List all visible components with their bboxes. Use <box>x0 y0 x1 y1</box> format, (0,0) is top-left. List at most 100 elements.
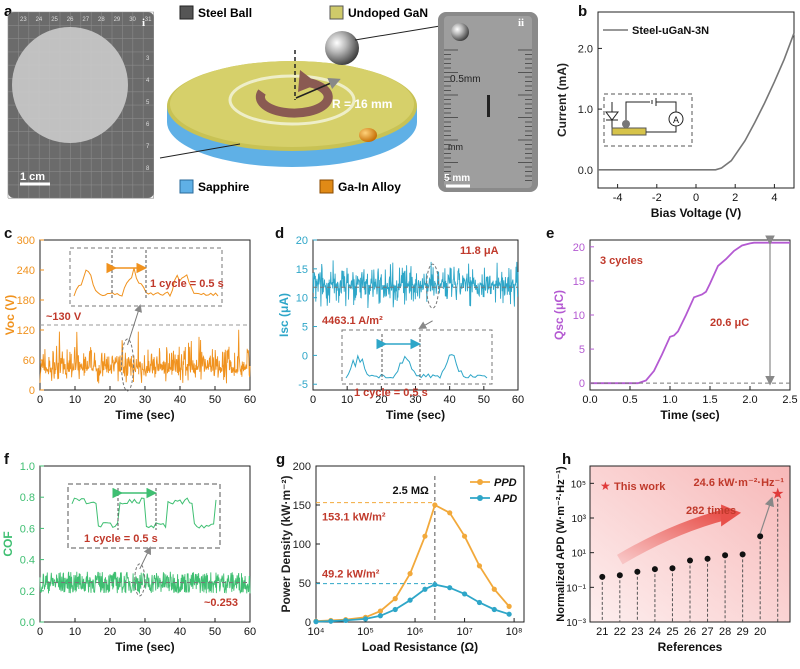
x-tick-label: 29 <box>737 626 749 638</box>
data-point <box>506 611 512 617</box>
ruler-number: 30 <box>129 17 136 23</box>
panel-a: a i 23 24 25 26 27 28 29 30 31 3 4 5 6 7 8 1 cm Steel… <box>4 3 538 199</box>
x-axis-label: Load Resistance (Ω) <box>362 640 478 654</box>
ammeter-symbol: A <box>673 115 679 125</box>
y-tick-label: 50 <box>299 578 311 590</box>
y-tick-label: 200 <box>293 461 311 473</box>
reference-point <box>722 552 729 559</box>
y-tick-label: 1.0 <box>578 104 593 116</box>
data-point <box>432 502 438 508</box>
diode-icon <box>605 102 619 128</box>
y-tick-label: 0.0 <box>20 617 35 629</box>
x-axis-label: Time (sec) <box>115 408 174 422</box>
ruler-number: 29 <box>114 17 121 23</box>
panel-letter-h: h <box>562 451 571 468</box>
zoom-ellipse <box>134 563 146 597</box>
zoom-ellipse <box>426 263 440 309</box>
inset-text: 1 cycle = 0.5 s <box>354 387 428 399</box>
data-point <box>506 603 512 610</box>
x-tick-label: 10⁶ <box>407 626 424 638</box>
panel-letter-b: b <box>578 3 587 20</box>
panel-letter-a: a <box>4 3 13 20</box>
x-tick-label: 10⁸ <box>506 626 523 638</box>
data-point <box>377 613 383 619</box>
x-axis-label: References <box>658 640 723 654</box>
trend-arrow <box>617 509 727 565</box>
legend-label: Steel-uGaN-3N <box>632 25 709 37</box>
data-point <box>461 533 468 539</box>
steel-ball <box>325 31 359 65</box>
x-axis-label: Time (sec) <box>660 408 719 422</box>
data-point <box>432 581 438 588</box>
x-tick-label: 20 <box>104 626 116 638</box>
inset-trace <box>71 497 217 529</box>
y-tick-label: 0 <box>302 350 308 362</box>
y-axis-label: COF <box>1 531 15 556</box>
x-tick-label: 22 <box>614 626 626 638</box>
trend-arrow-head <box>721 504 742 527</box>
reference-point <box>757 533 764 540</box>
ruler-number: 26 <box>67 17 74 23</box>
ga-in-drop <box>359 128 377 142</box>
series-ppd: 153.1 kW/m² PPD <box>313 477 517 624</box>
y-axis-label: Power Density (kW·m⁻²) <box>279 475 293 612</box>
x-tick-label: 30 <box>409 394 421 406</box>
y-tick-label: 10 <box>573 310 585 322</box>
y-tick-label: 240 <box>17 265 35 277</box>
x-tick-label: 0 <box>37 394 43 406</box>
x-axis-label: Time (sec) <box>386 408 445 422</box>
reference-point <box>651 566 658 573</box>
qsc-curve <box>590 241 790 385</box>
ruler-number: 3 <box>146 56 150 62</box>
y-tick-label: 0.0 <box>578 165 593 177</box>
x-tick-label: 40 <box>444 394 456 406</box>
y-tick-label: 180 <box>17 295 35 307</box>
rotation-arrow <box>255 77 333 118</box>
y-tick-label: 15 <box>296 264 308 276</box>
x-tick-label: 10 <box>69 394 81 406</box>
x-tick-label: 60 <box>244 626 256 638</box>
x-tick-label: -4 <box>613 192 623 204</box>
zoom-arrow <box>127 304 142 346</box>
isc-inset: 1 cycle = 0.5 s <box>341 329 493 399</box>
ruler-number: 24 <box>36 17 43 23</box>
inset-ii-ruler <box>444 49 532 181</box>
peak-label: 11.8 μA <box>460 245 499 257</box>
iv-curve <box>598 32 795 171</box>
panel-g: g 10⁴ 10⁵ 10⁶ 10⁷ 10⁸ 0 50 100 150 200 Load Resista… <box>276 451 525 654</box>
legend-star: ★ <box>600 479 611 493</box>
data-point <box>377 608 383 614</box>
cycles-label: 3 cycles <box>600 255 643 267</box>
panel-letter-g: g <box>276 451 285 468</box>
inset-ii-unit: mm <box>448 142 463 152</box>
ruler-number: 28 <box>98 17 105 23</box>
x-tick-label: 50 <box>209 394 221 406</box>
data-point <box>422 533 428 539</box>
zoom-ellipse <box>121 338 134 392</box>
y-tick-label: 10³ <box>572 514 587 525</box>
y-tick-label: 0 <box>29 385 35 397</box>
inset-text: 1 cycle = 0.5 s <box>84 533 158 545</box>
improvement-arrow <box>759 496 774 534</box>
y-tick-label: 5 <box>579 344 585 356</box>
series-apd: 49.2 kW/m² APD <box>313 493 517 625</box>
x-tick-label: 1.5 <box>702 394 717 406</box>
data-point <box>407 571 413 577</box>
data-point <box>362 616 369 622</box>
this-work-star: ★ <box>771 486 784 503</box>
y-tick-label: 150 <box>293 500 311 512</box>
isc-trace <box>312 260 519 309</box>
data-point <box>407 597 413 603</box>
x-tick-label: 30 <box>139 626 151 638</box>
plot-frame <box>597 11 795 189</box>
ammeter-icon <box>668 111 684 127</box>
this-work-value: 24.6 kW·m⁻²·Hz⁻¹ <box>694 477 785 489</box>
legend-label: This work <box>614 481 666 493</box>
data-point <box>476 599 483 606</box>
data-point <box>422 586 428 592</box>
x-tick-label: 0.0 <box>582 394 597 406</box>
x-tick-label: 0 <box>310 394 316 406</box>
x-tick-label: 27 <box>701 626 713 638</box>
x-axis-label: Time (sec) <box>115 640 174 654</box>
